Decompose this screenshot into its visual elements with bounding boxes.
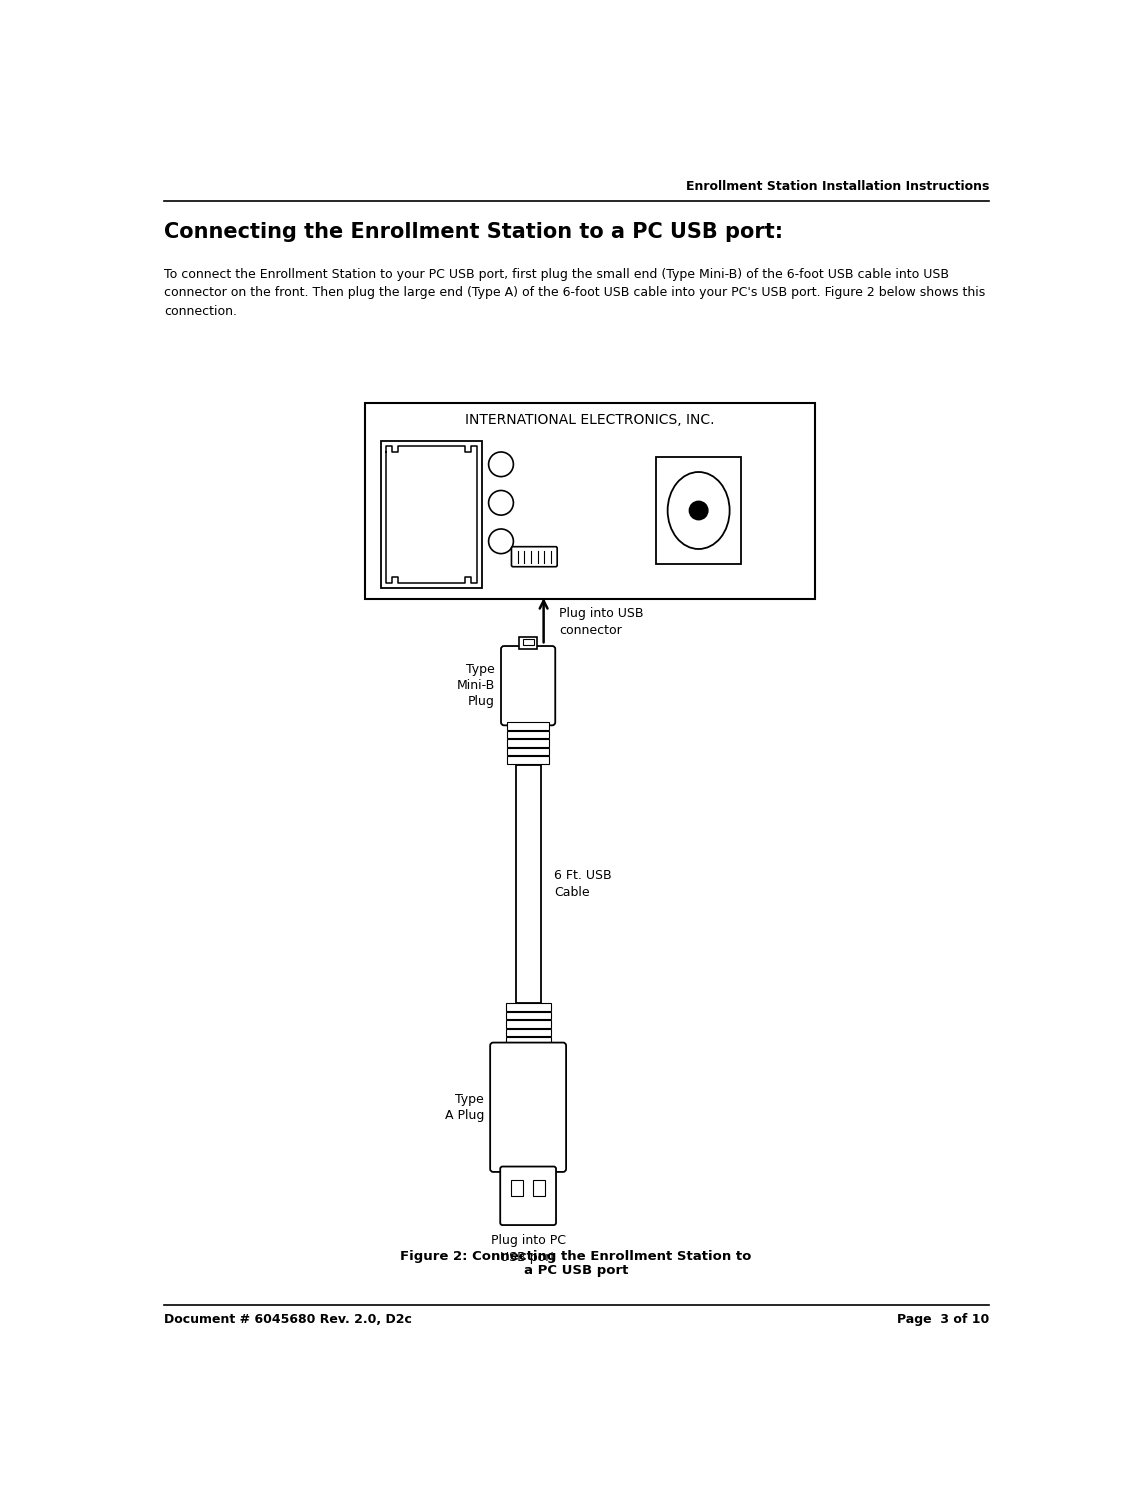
Circle shape — [690, 501, 708, 520]
Text: INTERNATIONAL ELECTRONICS, INC.: INTERNATIONAL ELECTRONICS, INC. — [466, 413, 714, 426]
Bar — [381, 441, 481, 588]
FancyBboxPatch shape — [501, 646, 556, 725]
Bar — [507, 756, 549, 764]
Text: Type
A Plug: Type A Plug — [444, 1093, 484, 1121]
Text: Document # 6045680 Rev. 2.0, D2c: Document # 6045680 Rev. 2.0, D2c — [164, 1313, 412, 1326]
Bar — [505, 1038, 550, 1045]
Text: Page  3 of 10: Page 3 of 10 — [897, 1313, 989, 1326]
Text: Type
Mini-B
Plug: Type Mini-B Plug — [457, 664, 495, 709]
Bar — [366, 402, 814, 599]
Text: Enrollment Station Installation Instructions: Enrollment Station Installation Instruct… — [686, 181, 989, 193]
Bar — [523, 638, 533, 646]
Text: a PC USB port: a PC USB port — [524, 1263, 629, 1277]
Text: Connecting the Enrollment Station to a PC USB port:: Connecting the Enrollment Station to a P… — [164, 221, 783, 242]
Bar — [519, 637, 538, 649]
Bar — [656, 456, 741, 565]
Bar — [507, 748, 549, 755]
Bar — [515, 764, 540, 1003]
Bar — [505, 1029, 550, 1036]
Bar — [507, 731, 549, 739]
FancyBboxPatch shape — [490, 1042, 566, 1172]
Bar — [507, 722, 549, 730]
Text: Plug into USB
connector: Plug into USB connector — [559, 607, 644, 637]
Text: Figure 2: Connecting the Enrollment Station to: Figure 2: Connecting the Enrollment Stat… — [400, 1250, 752, 1263]
Ellipse shape — [667, 472, 730, 549]
Text: Plug into PC
USB port: Plug into PC USB port — [490, 1235, 566, 1265]
FancyBboxPatch shape — [512, 547, 557, 567]
Text: 6 Ft. USB
Cable: 6 Ft. USB Cable — [555, 869, 612, 898]
Bar — [505, 1012, 550, 1020]
Bar — [511, 1181, 523, 1196]
Bar — [505, 1003, 550, 1011]
Bar — [505, 1020, 550, 1029]
Bar — [533, 1181, 546, 1196]
FancyBboxPatch shape — [501, 1166, 556, 1224]
Text: To connect the Enrollment Station to your PC USB port, first plug the small end : To connect the Enrollment Station to you… — [164, 268, 986, 318]
Bar — [507, 739, 549, 748]
